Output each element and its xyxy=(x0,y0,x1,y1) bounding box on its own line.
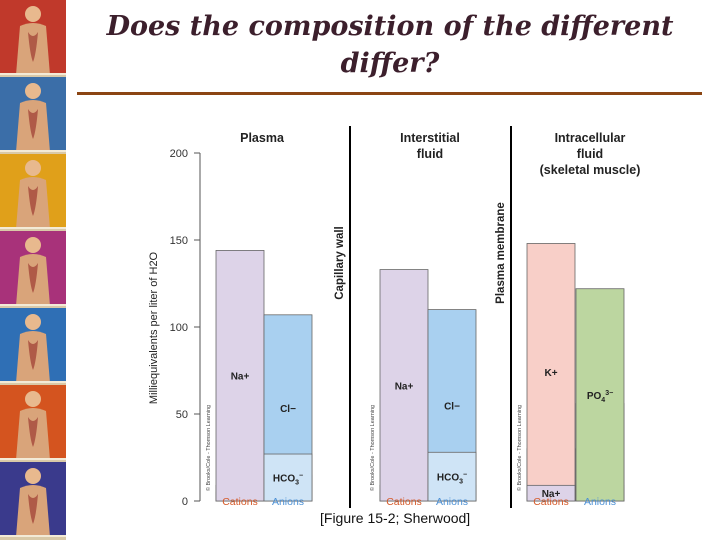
label-plasma-cations-na: Na+ xyxy=(231,372,250,383)
x-tick-label-interstitial-fluid-cations: Cations xyxy=(386,496,422,508)
x-tick-label-intracellular-fluid-skeletal-muscle-cations: Cations xyxy=(533,496,569,508)
y-axis-title: Milliequivalents per liter of H2O xyxy=(148,251,160,404)
nervous-system-tile xyxy=(0,385,66,460)
slide-title: Does the composition of the different di… xyxy=(80,8,700,82)
bar-intracellular-fluid-skeletal-muscle-cations-k xyxy=(526,243,576,502)
plasma-membrane-label: Plasma membrane xyxy=(495,202,507,304)
skeletal-system-tile xyxy=(0,231,66,306)
bar-intracellular-fluid-skeletal-muscle-cations-na xyxy=(526,484,576,502)
bar-interstitial-fluid-anions-hco3 xyxy=(427,451,477,502)
bar-plasma-cations-na xyxy=(215,250,265,502)
fluid-composition-chart: 0 50 100 150 200 Milliequivalents per liter o… xyxy=(148,126,641,508)
panel-title-3-line-1: Intracellular xyxy=(555,131,626,145)
credit-1: © Brooks/Cole - Thomson Learning xyxy=(205,405,212,491)
x-tick-label-plasma-cations: Cations xyxy=(222,496,258,508)
title-line-2: differ? xyxy=(340,48,440,79)
endocrine-system-tile xyxy=(0,462,66,537)
credit-2: © Brooks/Cole - Thomson Learning xyxy=(369,405,376,491)
label-interstitial-fluid-cations-na: Na+ xyxy=(395,381,414,392)
title-underline xyxy=(77,92,702,95)
y-tick-label-0: 0 xyxy=(182,496,188,508)
credit-3: © Brooks/Cole - Thomson Learning xyxy=(516,405,523,491)
x-tick-label-intracellular-fluid-skeletal-muscle-anions: Anions xyxy=(584,496,616,508)
label-intracellular-fluid-skeletal-muscle-cations-na: Na+ xyxy=(542,489,561,500)
y-tick-label-150: 150 xyxy=(170,235,188,247)
panel-title-1-line-1: Plasma xyxy=(240,131,285,145)
bar-plasma-anions-hco3 xyxy=(263,453,313,502)
label-interstitial-fluid-hco3: HCO3− xyxy=(437,472,467,486)
label-interstitial-fluid-anions-cl: Cl− xyxy=(444,401,460,412)
bar-interstitial-fluid-cations-na xyxy=(379,269,429,502)
digestive-system-tile xyxy=(0,0,66,75)
panel-title-3-line-3: (skeletal muscle) xyxy=(540,163,641,177)
x-tick-label-plasma-anions: Anions xyxy=(272,496,304,508)
y-tick-label-50: 50 xyxy=(176,409,188,421)
figure-caption: [Figure 15-2; Sherwood] xyxy=(320,510,471,526)
bar-intracellular-fluid-skeletal-muscle-anions-po4-3 xyxy=(575,288,625,502)
label-plasma-hco3: HCO3− xyxy=(273,473,303,487)
circulatory-system-tile xyxy=(0,154,66,229)
panel-title-2-line-1: Interstitial xyxy=(400,131,460,145)
panel-title-2-line-2: fluid xyxy=(417,147,443,161)
y-tick-label-200: 200 xyxy=(170,148,188,160)
title-line-1: Does the composition of the different xyxy=(106,11,674,42)
capillary-wall-label: Capillary wall xyxy=(334,226,346,300)
label-intracellular-fluid-skeletal-muscle-cations-k: K+ xyxy=(544,368,557,379)
muscular-system-tile xyxy=(0,308,66,383)
anatomy-sidebar xyxy=(0,0,66,540)
respiratory-system-tile xyxy=(0,77,66,152)
y-tick-label-100: 100 xyxy=(170,322,188,334)
x-tick-label-interstitial-fluid-anions: Anions xyxy=(436,496,468,508)
label-plasma-anions-cl: Cl− xyxy=(280,404,296,415)
panel-title-3-line-2: fluid xyxy=(577,147,603,161)
